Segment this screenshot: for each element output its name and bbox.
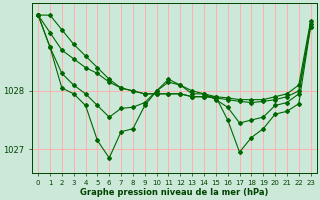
X-axis label: Graphe pression niveau de la mer (hPa): Graphe pression niveau de la mer (hPa): [80, 188, 268, 197]
